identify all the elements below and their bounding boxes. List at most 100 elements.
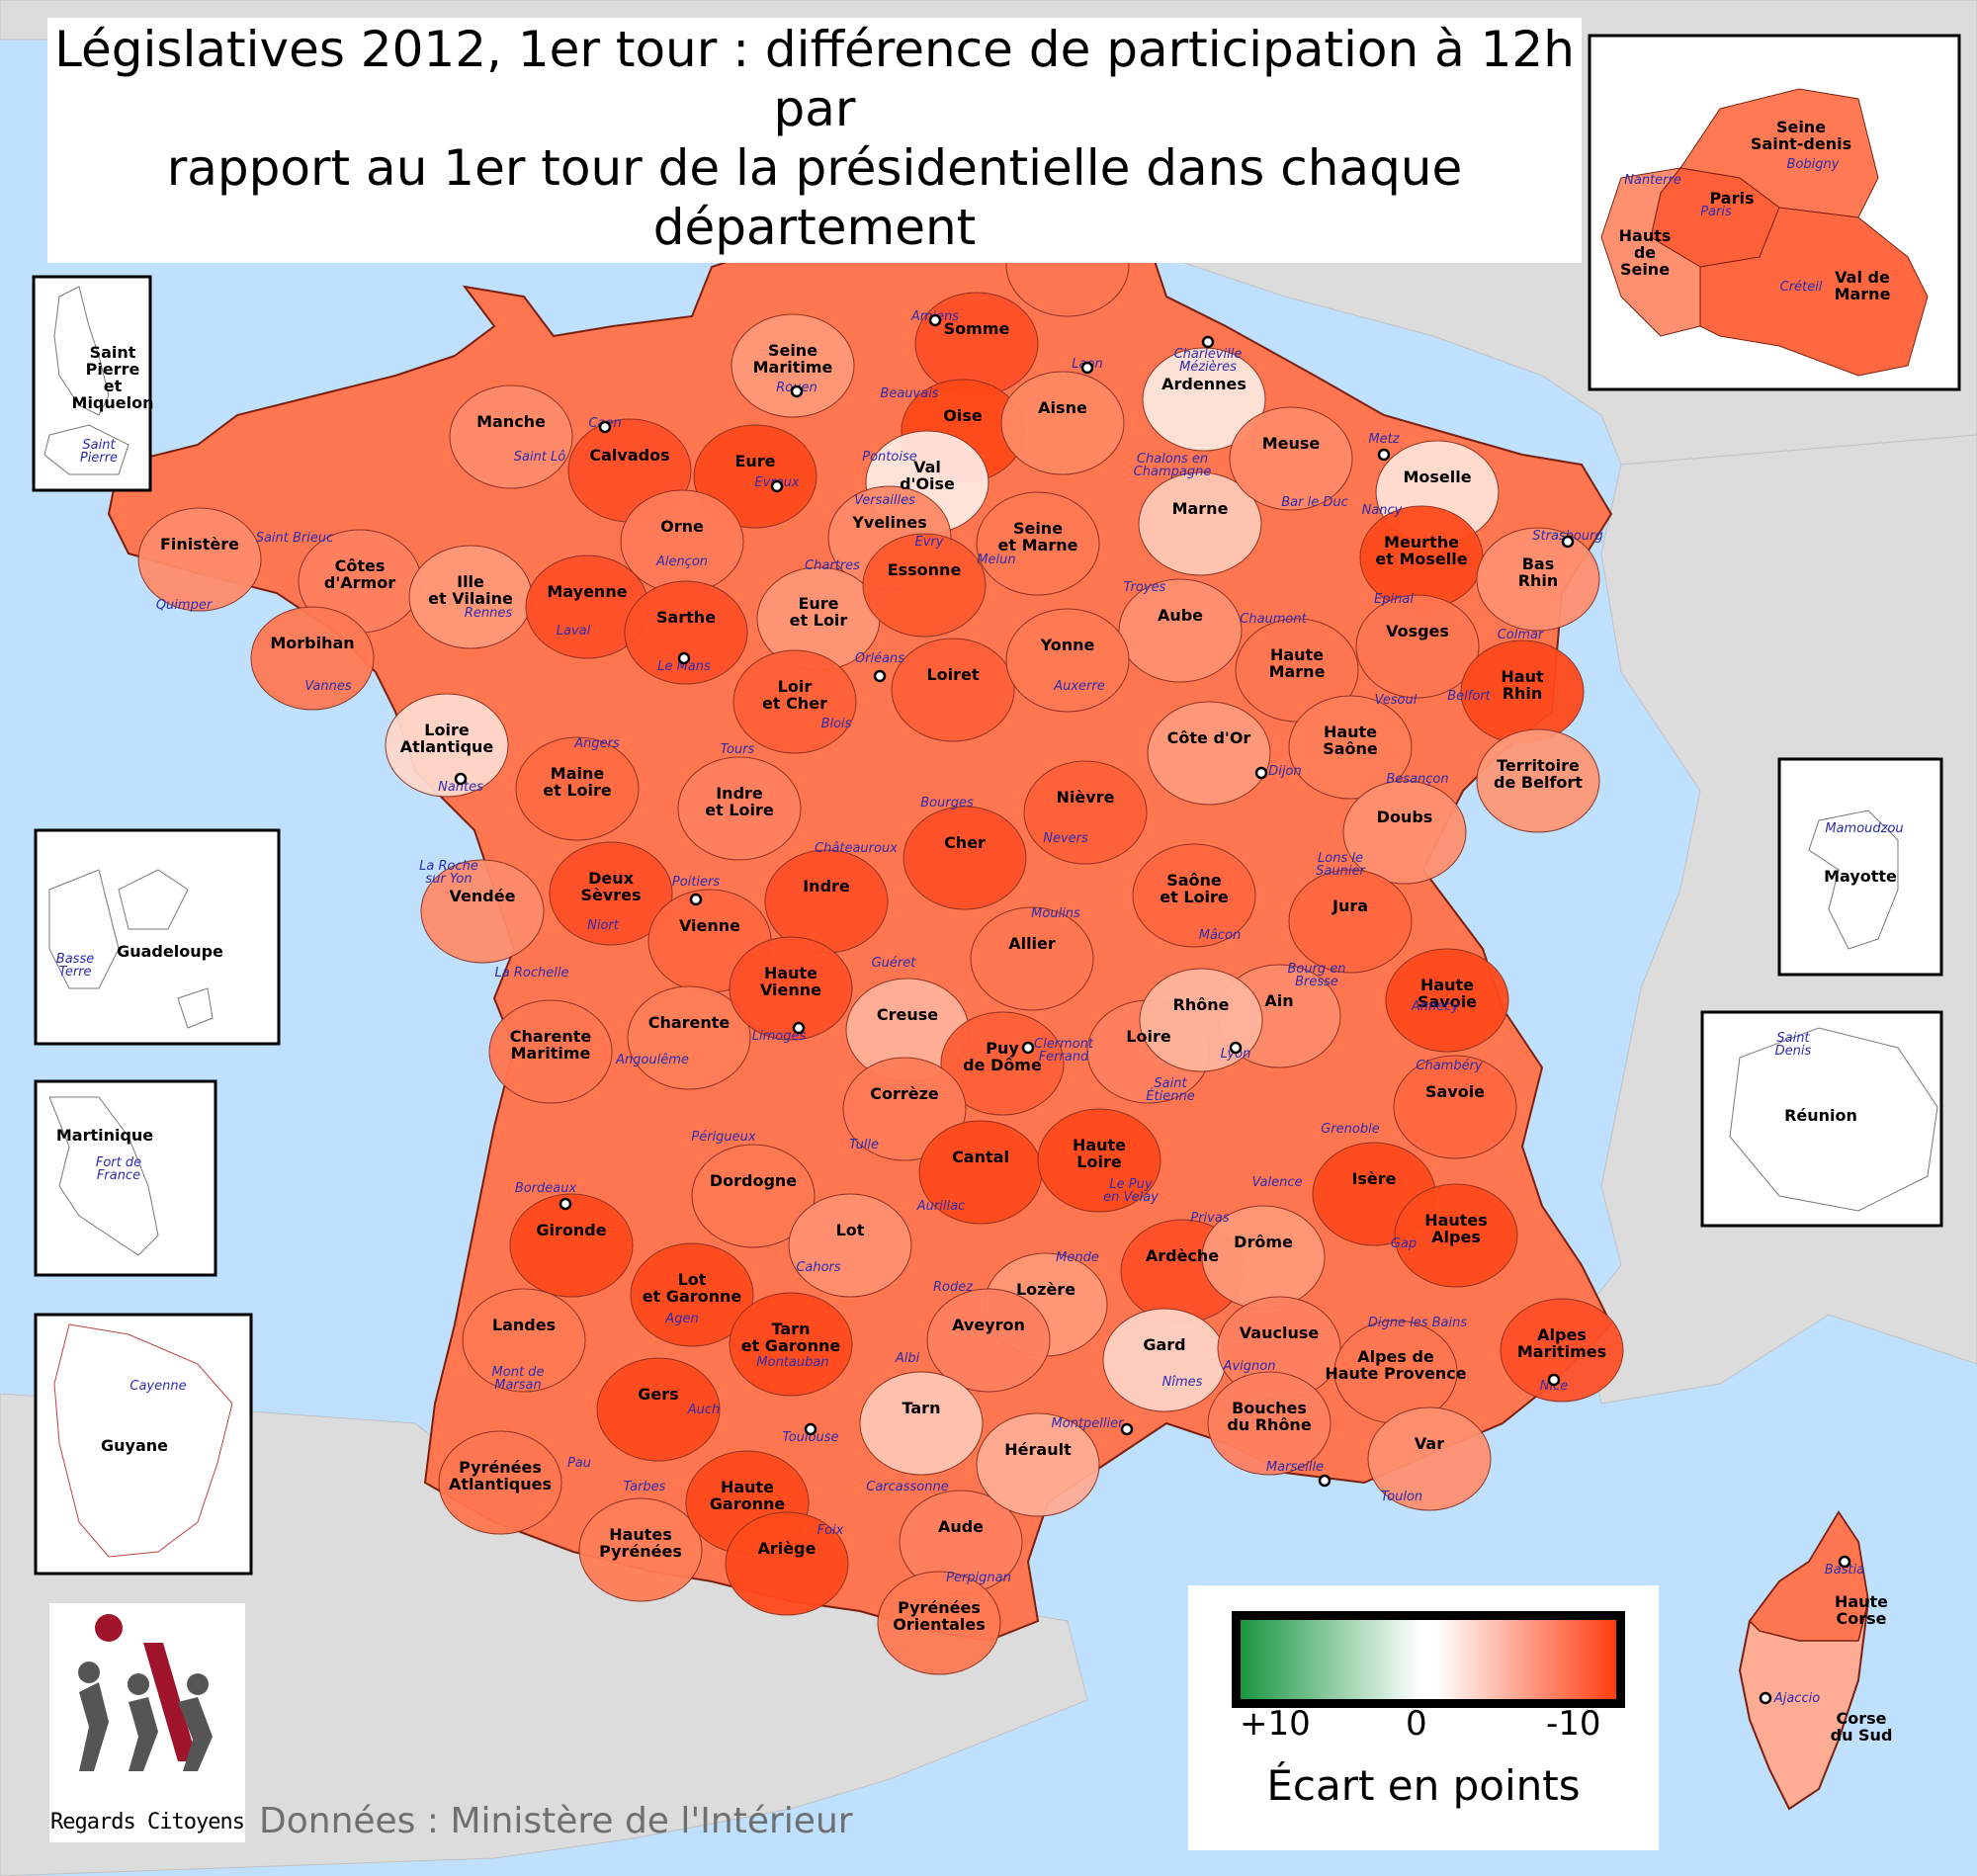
dept-label-deux-sevres: Deux Sèvres [580, 869, 641, 904]
dept-area-aube [1118, 578, 1243, 683]
city-marker-rouen [790, 384, 804, 398]
inset-city-label-paris: Paris [1700, 205, 1732, 219]
dept-area-hautes-pyrenees [578, 1497, 703, 1602]
dept-label-moselle: Moselle [1403, 468, 1471, 486]
city-label-beauvais: Beauvais [880, 386, 938, 401]
dept-label-rhone: Rhône [1173, 995, 1230, 1014]
overseas-label-mayotte: Mayotte [1824, 867, 1897, 886]
dept-label-eure-et-loir: Eure et Loir [790, 594, 848, 630]
city-label-perpignan: Perpignan [946, 1571, 1011, 1585]
dept-label-cher: Cher [944, 833, 986, 852]
city-label-tulle: Tulle [849, 1138, 879, 1152]
dept-label-haut-rhin: Haut Rhin [1501, 667, 1544, 703]
dept-label-loire: Loire [1126, 1027, 1171, 1046]
dept-label-hautes-pyrenees: Hautes Pyrénées [599, 1525, 682, 1561]
map-labels: Pas deCalaisArrasNordLilleSommeAmiensSei… [56, 118, 1904, 1745]
dept-label-cote-d-or: Côte d'Or [1167, 728, 1251, 747]
dept-label-ille-et-vilaine: Ille et Vilaine [428, 572, 513, 608]
city-marker-nantes [454, 772, 468, 786]
dept-label-loire-atlantique: Loire Atlantique [400, 721, 494, 756]
dept-label-pyrenees-orientales: Pyrénées Orientales [893, 1598, 986, 1634]
city-marker-caen [598, 420, 612, 434]
overseas-city-label-basse-terre: Basse Terre [56, 952, 94, 980]
city-label-albi: Albi [895, 1351, 920, 1366]
city-label-versailles: Versailles [854, 493, 915, 508]
dept-label-aveyron: Aveyron [952, 1316, 1025, 1334]
city-label-bordeaux: Bordeaux [515, 1181, 577, 1196]
dept-label-somme: Somme [944, 319, 1010, 338]
dept-label-bouches-du-rhone: Bouches du Rhône [1227, 1399, 1312, 1434]
city-label-moulins: Moulins [1031, 906, 1080, 921]
legend-tick-center: 0 [1406, 1704, 1427, 1744]
dept-area-var [1367, 1407, 1492, 1511]
dept-label-aube: Aube [1158, 606, 1203, 625]
dept-area-cher [903, 806, 1027, 910]
dept-area-eure [693, 424, 817, 529]
dept-label-savoie: Savoie [1425, 1082, 1485, 1101]
city-label-saint-brieuc: Saint Brieuc [256, 531, 334, 546]
city-label-aurillac: Aurillac [916, 1199, 965, 1214]
city-marker-laon [1080, 361, 1094, 375]
mayotte-island [1808, 810, 1899, 950]
city-label-chaumont: Chaumont [1240, 612, 1307, 627]
title-line-1: Législatives 2012, 1er tour : différence… [54, 21, 1575, 137]
dept-area-deux-sevres [549, 841, 673, 946]
city-label-valence: Valence [1251, 1175, 1302, 1190]
city-label-le-mans: Le Mans [657, 659, 711, 674]
city-marker-marseille [1318, 1474, 1332, 1488]
inset-dept-label-seine-saint-denis: Seine Saint-denis [1751, 118, 1851, 153]
city-label-ajaccio: Ajaccio [1773, 1691, 1820, 1706]
overseas-city-label-saint-denis: Saint Denis [1775, 1031, 1812, 1059]
city-label-tarbes: Tarbes [624, 1480, 666, 1494]
city-marker-charleville-mezieres [1201, 335, 1215, 349]
dept-area-haute-saone [1288, 695, 1413, 800]
city-label-clermont-ferrand: Clermont Ferrand [1034, 1037, 1094, 1065]
city-label-lyon: Lyon [1221, 1047, 1251, 1062]
dept-label-aisne: Aisne [1038, 398, 1087, 417]
dept-label-gironde: Gironde [536, 1221, 606, 1239]
dept-label-mayenne: Mayenne [547, 582, 627, 601]
guyane-territory [53, 1323, 233, 1558]
dept-label-seine-et-marne: Seine et Marne [998, 519, 1078, 554]
dept-area-maine-et-loire [515, 736, 640, 841]
overseas-city-label-fort-de-france: Fort de France [96, 1155, 141, 1183]
dept-area-pyrenees-atlantiques [438, 1430, 562, 1535]
dept-area-landes [462, 1288, 586, 1393]
city-marker-bastia [1838, 1555, 1851, 1569]
city-label-digne-les-bains: Digne les Bains [1368, 1316, 1467, 1330]
city-marker-metz [1377, 448, 1391, 462]
dept-area-saone-et-loire [1132, 843, 1256, 948]
city-marker-clermont-ferrand [1021, 1041, 1035, 1055]
dept-label-lozere: Lozère [1016, 1280, 1075, 1299]
dept-label-ariege: Ariège [758, 1539, 817, 1558]
dept-label-landes: Landes [492, 1316, 556, 1334]
city-label-foix: Foix [817, 1523, 844, 1538]
dept-label-tarn-et-garonne: Tarn et Garonne [741, 1320, 841, 1355]
martinique-island [48, 1096, 159, 1256]
dept-label-drome: Drôme [1234, 1233, 1293, 1251]
city-label-marseille: Marseille [1266, 1460, 1324, 1475]
dept-area-gers [596, 1357, 721, 1462]
city-label-tours: Tours [721, 742, 755, 757]
city-label-grenoble: Grenoble [1321, 1122, 1379, 1137]
dept-label-val-d-oise: Val d'Oise [900, 458, 955, 493]
city-label-auch: Auch [687, 1403, 721, 1417]
dept-label-seine-maritime: Seine Maritime [753, 341, 833, 377]
dept-label-doubs: Doubs [1377, 808, 1433, 826]
dept-label-ain: Ain [1264, 991, 1293, 1010]
dept-area-ardennes [1142, 347, 1266, 452]
overseas-label-guadeloupe: Guadeloupe [117, 942, 223, 961]
dept-area-lot-et-garonne [630, 1242, 754, 1347]
dept-label-alpes-de-haute-provence: Alpes de Haute Provence [1325, 1347, 1466, 1383]
title-line-2: rapport au 1er tour de la présidentielle… [166, 139, 1463, 256]
dept-label-creuse: Creuse [877, 1005, 938, 1024]
city-label-alencon: Alençon [655, 554, 708, 569]
city-label-evry: Evry [915, 535, 944, 550]
haute-corse-area [1749, 1510, 1869, 1642]
city-marker-montpellier [1120, 1422, 1134, 1436]
dept-label-territoire-de-belfort: Territoire de Belfort [1494, 756, 1583, 792]
dept-area-seine-et-marne [976, 491, 1100, 596]
dept-area-seine-maritime [731, 313, 855, 418]
dept-area-aisne [1000, 371, 1125, 475]
inset-dept-label-hauts-de-seine: Hauts de Seine [1619, 226, 1672, 279]
